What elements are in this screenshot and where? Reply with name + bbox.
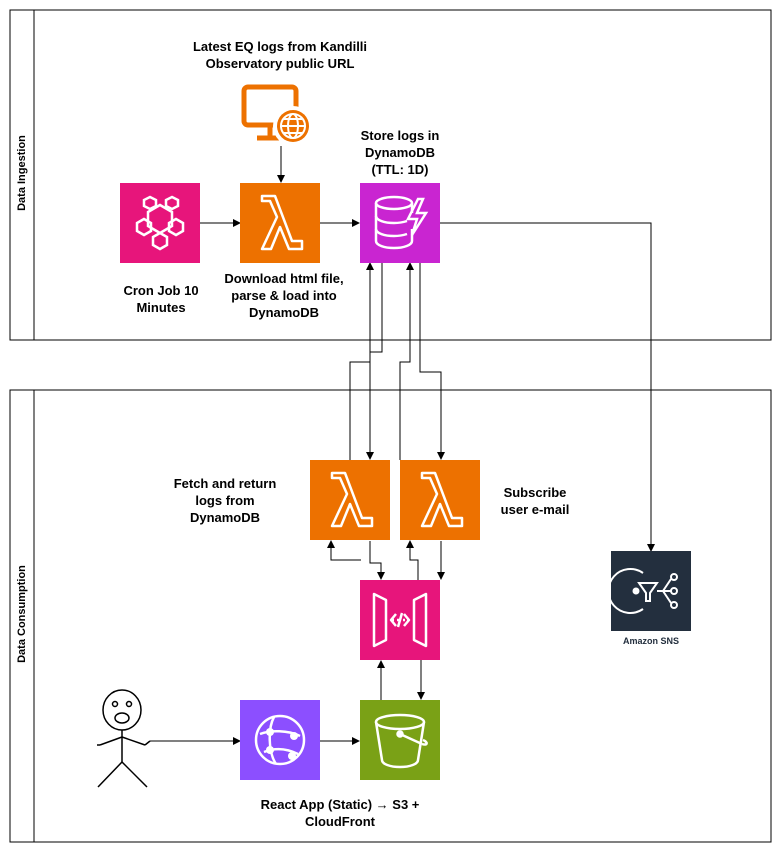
lane-consumption [9, 389, 772, 843]
sns-icon [607, 551, 691, 631]
label-cron: Cron Job 10 Minutes [123, 283, 199, 315]
label-react-app: React App (Static) → S3 + CloudFront [260, 797, 420, 829]
lane-title-consumption: Data Consumption [16, 565, 28, 663]
client-computer-icon [241, 84, 313, 146]
label-sns: Amazon SNS [622, 636, 679, 646]
lane-title-ingestion: Data Ingestion [16, 135, 28, 211]
lambda-icon-fetch [310, 460, 390, 540]
arrow-api-to-subscribe [406, 540, 419, 580]
arrow-subscribe-to-dynamodb [399, 262, 414, 460]
label-eq-source: Latest EQ logs from Kandilli Observatory… [192, 39, 368, 71]
arrow-fetch-to-dynamodb [349, 262, 374, 460]
s3-bucket-icon [360, 700, 440, 780]
lambda-icon-download [240, 183, 320, 263]
label-download: Download html file, parse & load into Dy… [224, 271, 344, 320]
eventbridge-icon [120, 183, 200, 263]
lane-ingestion [9, 9, 772, 341]
arrow-fetch-to-api [369, 541, 385, 580]
label-subscribe: Subscribe user e-mail [500, 485, 570, 517]
stick-figure-user-icon [97, 689, 151, 788]
lambda-icon-subscribe [400, 460, 480, 540]
label-store: Store logs in DynamoDB (TTL: 1D) [360, 128, 440, 177]
arrow-api-to-fetch [327, 540, 361, 561]
connectors [150, 146, 655, 745]
label-fetch: Fetch and return logs from DynamoDB [173, 476, 277, 525]
arrow-dynamodb-to-subscribe [419, 263, 445, 460]
api-gateway-icon [360, 580, 440, 660]
arrow-dynamodb-to-sns [440, 222, 655, 552]
dynamodb-icon [360, 183, 440, 263]
arrow-dynamodb-to-fetch [366, 263, 383, 460]
cloudfront-icon [240, 700, 320, 780]
